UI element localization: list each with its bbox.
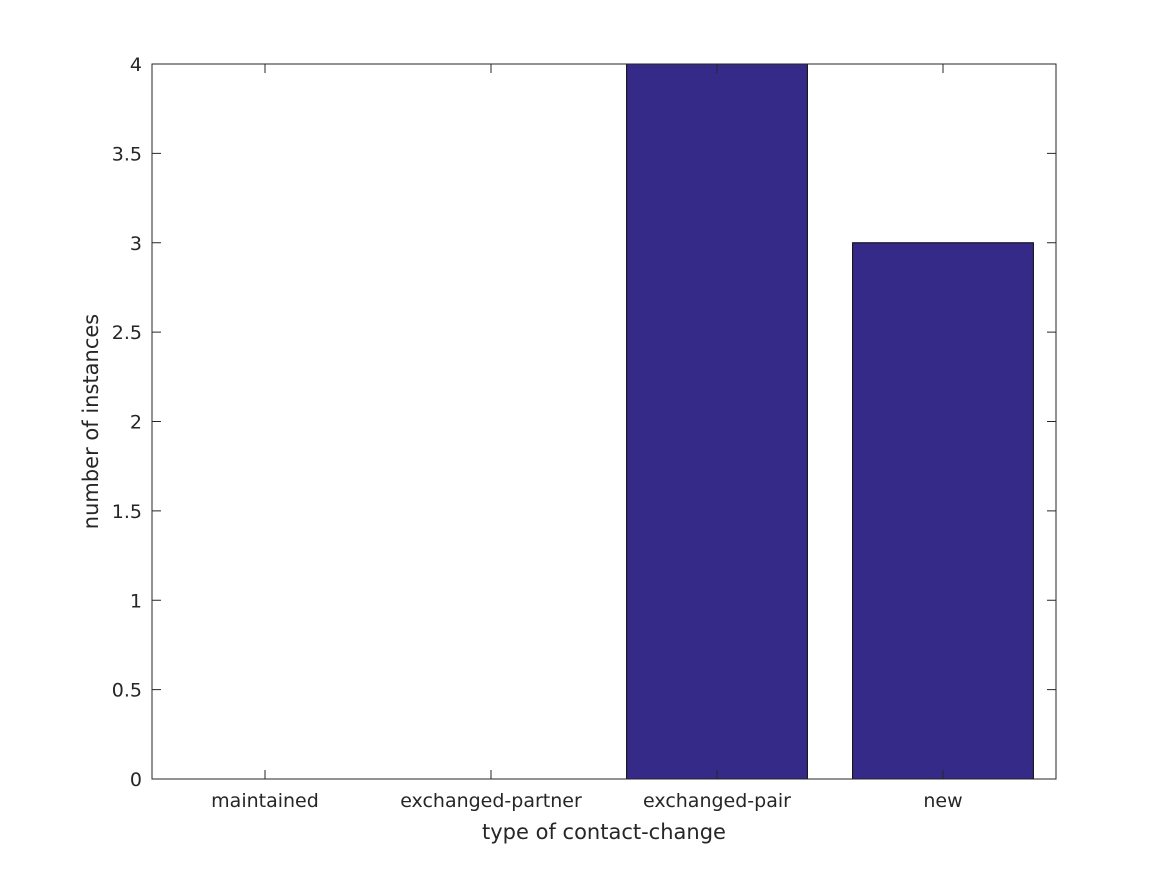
y-tick-label: 3.5 [112,143,142,165]
x-tick-label: maintained [211,790,319,812]
x-tick-label: exchanged-pair [643,790,791,812]
y-tick-label: 1 [130,590,142,612]
bar-exchanged-pair [626,63,808,780]
y-axis-label: number of instances [79,314,103,529]
x-tick-label: exchanged-partner [400,790,582,812]
y-tick-label: 2 [130,412,142,434]
y-tick-label: 0.5 [112,680,142,702]
y-tick-label: 3 [130,233,142,255]
ticks-group [152,63,1056,780]
bar-new [852,242,1034,780]
y-tick-label: 1.5 [112,501,142,523]
y-tick-label: 4 [130,54,142,76]
y-tick-label: 2.5 [112,322,142,344]
x-axis-label: type of contact-change [482,820,726,844]
x-tick-label: new [923,790,962,812]
y-tick-label: 0 [130,769,142,791]
bars-group [626,63,1034,780]
tick-labels-group: maintained exchanged-partner exchanged-pai… [112,54,963,812]
